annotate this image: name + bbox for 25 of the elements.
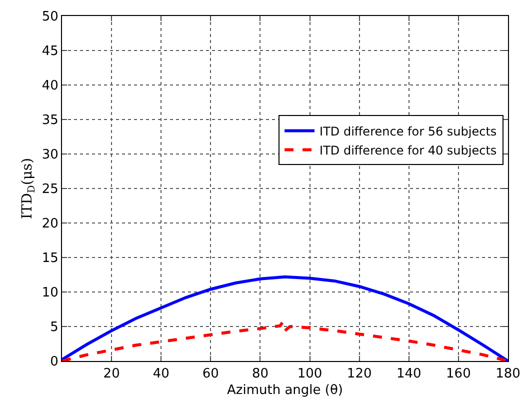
y-tick-label: 45 xyxy=(42,44,58,60)
x-tick-label: 20 xyxy=(103,366,120,382)
x-tick-label: 40 xyxy=(152,366,170,382)
line-series xyxy=(62,320,508,361)
legend-label: ITD difference for 56 subjects xyxy=(320,124,497,138)
x-tick-label: 180 xyxy=(496,366,520,382)
x-tick-label: 80 xyxy=(252,366,268,382)
y-tick-label: 40 xyxy=(42,78,58,94)
y-tick-label: 30 xyxy=(42,148,58,163)
y-tick-label: 20 xyxy=(42,216,58,232)
x-tick-label: 100 xyxy=(297,366,322,382)
y-tick-label: 15 xyxy=(42,251,58,266)
x-tick-label: 140 xyxy=(396,366,422,382)
line-series xyxy=(62,275,508,361)
x-axis-title: Azimuth angle (θ) xyxy=(227,383,343,398)
y-tick-label: 0 xyxy=(50,354,58,370)
legend-label: ITD difference for 40 subjects xyxy=(320,143,497,158)
x-tick-label: 160 xyxy=(446,366,471,382)
y-tick-label: 10 xyxy=(42,286,58,301)
x-tick-label: 60 xyxy=(202,366,219,382)
y-tick-label: 35 xyxy=(42,113,58,128)
y-tick-label: 25 xyxy=(42,182,58,198)
x-tick-label: 120 xyxy=(346,366,372,382)
y-tick-label: 50 xyxy=(42,10,58,25)
y-tick-label: 5 xyxy=(50,320,58,336)
